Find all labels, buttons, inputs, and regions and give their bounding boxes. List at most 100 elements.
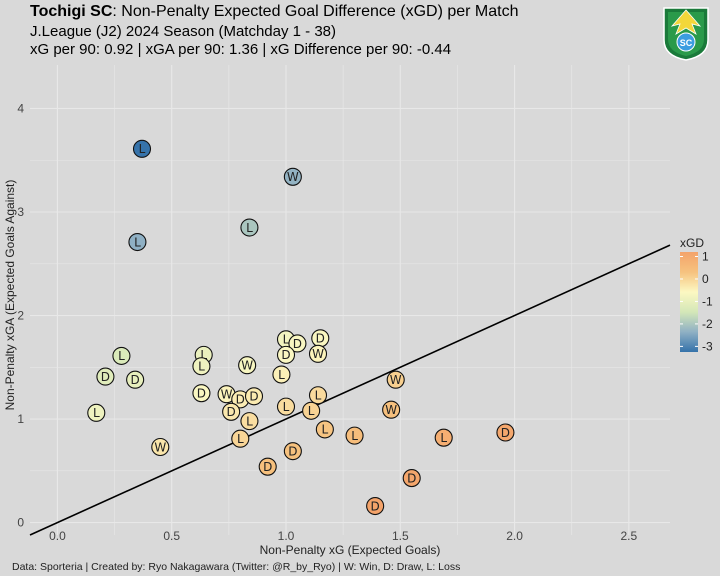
data-point-label: L: [246, 221, 253, 235]
data-point: L: [308, 386, 328, 405]
data-point: D: [96, 367, 115, 386]
data-point-label: W: [221, 388, 233, 402]
data-point-marker: [366, 496, 385, 516]
y-tick-label: 1: [17, 412, 24, 426]
data-point-marker: [151, 437, 170, 457]
x-tick-label: 0.0: [49, 529, 66, 543]
data-point-marker: [244, 387, 264, 406]
data-point-marker: [258, 457, 277, 476]
data-point-marker: [308, 386, 328, 405]
legend: xGD 1 0 -1 -2 -3: [680, 236, 713, 353]
data-point: L: [315, 420, 334, 439]
y-axis-label: Non-Penalty xGA (Expected Goals Against): [3, 180, 17, 411]
data-point-marker: [192, 384, 211, 403]
data-point-label: D: [316, 332, 325, 346]
data-point-marker: [288, 334, 307, 353]
y-tick-label: 2: [17, 309, 24, 323]
data-point-marker: [132, 139, 152, 158]
x-tick-label: 2.5: [621, 529, 638, 543]
legend-tick-label: 0: [702, 272, 709, 286]
data-point-marker: [283, 167, 302, 186]
data-point: D: [402, 469, 421, 488]
data-point-label: D: [197, 386, 206, 400]
data-point: L: [87, 403, 106, 422]
data-point: L: [276, 397, 296, 416]
legend-colorbar: [680, 252, 698, 352]
data-point-label: D: [101, 370, 110, 384]
y-tick-label: 0: [17, 516, 24, 530]
data-point: L: [231, 429, 250, 448]
data-point-label: L: [351, 429, 358, 443]
data-point-label: D: [263, 460, 272, 474]
data-point-label: L: [134, 235, 141, 249]
data-point-label: L: [283, 400, 290, 414]
data-point-marker: [240, 412, 259, 431]
data-point-marker: [276, 397, 296, 416]
legend-tick-label: -1: [702, 294, 713, 308]
data-point-marker: [315, 420, 334, 439]
x-axis-label: Non-Penalty xG (Expected Goals): [260, 543, 441, 557]
data-point: D: [126, 370, 145, 389]
x-tick-label: 1.5: [392, 529, 409, 543]
data-point-marker: [238, 356, 257, 375]
data-point-label: D: [249, 390, 258, 404]
data-point: L: [192, 357, 211, 376]
data-point: D: [496, 423, 515, 442]
data-point: W: [386, 370, 405, 389]
data-point-marker: [496, 423, 515, 442]
data-point-marker: [283, 442, 302, 461]
data-point-label: L: [200, 348, 207, 362]
data-point-label: L: [322, 423, 329, 437]
y-tick-label: 4: [17, 101, 24, 115]
caption: Data: Sporteria | Created by: Ryo Nakaga…: [12, 561, 460, 573]
data-point: L: [128, 232, 147, 252]
data-point: W: [151, 437, 170, 457]
data-point-label: D: [288, 444, 297, 458]
x-tick-label: 1.0: [278, 529, 295, 543]
data-point-marker: [302, 401, 321, 420]
data-point: W: [382, 400, 401, 419]
data-point-marker: [112, 346, 131, 365]
data-point-label: L: [198, 360, 205, 374]
crest-text: SC: [680, 38, 693, 48]
data-point-marker: [126, 370, 145, 389]
diagonal-line: [29, 244, 671, 536]
x-tick-label: 2.0: [506, 529, 523, 543]
x-tick-label: 0.5: [163, 529, 180, 543]
axis-ticks: 0.0 0.5 1.0 1.5 2.0 2.5 0 1 2 3 4: [17, 101, 637, 543]
data-point-label: L: [283, 333, 290, 347]
data-point-marker: [192, 357, 211, 376]
data-point: L: [345, 426, 364, 445]
data-point: D: [222, 402, 241, 421]
data-point-marker: [382, 400, 401, 419]
data-point: W: [283, 167, 302, 186]
data-point-label: W: [154, 440, 166, 454]
data-point: W: [217, 385, 236, 404]
data-point: D: [244, 387, 264, 406]
data-point: L: [272, 365, 291, 384]
data-point: L: [240, 218, 259, 237]
data-point: D: [258, 457, 277, 476]
legend-tick-label: -2: [702, 317, 713, 331]
data-point-marker: [308, 344, 328, 363]
data-point-label: W: [241, 359, 253, 373]
chart-title-team: Tochigi SC: [30, 3, 113, 20]
data-point-marker: [240, 218, 259, 237]
data-point-label: L: [246, 414, 253, 428]
chart-title: Tochigi SC: Non-Penalty Expected Goal Di…: [30, 3, 518, 20]
data-point: L: [132, 139, 152, 158]
data-point-label: W: [312, 347, 324, 361]
data-point: W: [308, 344, 328, 363]
data-point-label: D: [281, 348, 290, 362]
data-point-marker: [386, 370, 405, 389]
data-point: W: [238, 356, 257, 375]
data-point-label: L: [440, 431, 447, 445]
legend-tick-label: 1: [702, 249, 709, 263]
data-point-marker: [345, 426, 364, 445]
data-point-marker: [96, 367, 115, 386]
reference-line: [29, 244, 671, 536]
data-point-marker: [87, 403, 106, 422]
data-point: D: [366, 496, 385, 516]
